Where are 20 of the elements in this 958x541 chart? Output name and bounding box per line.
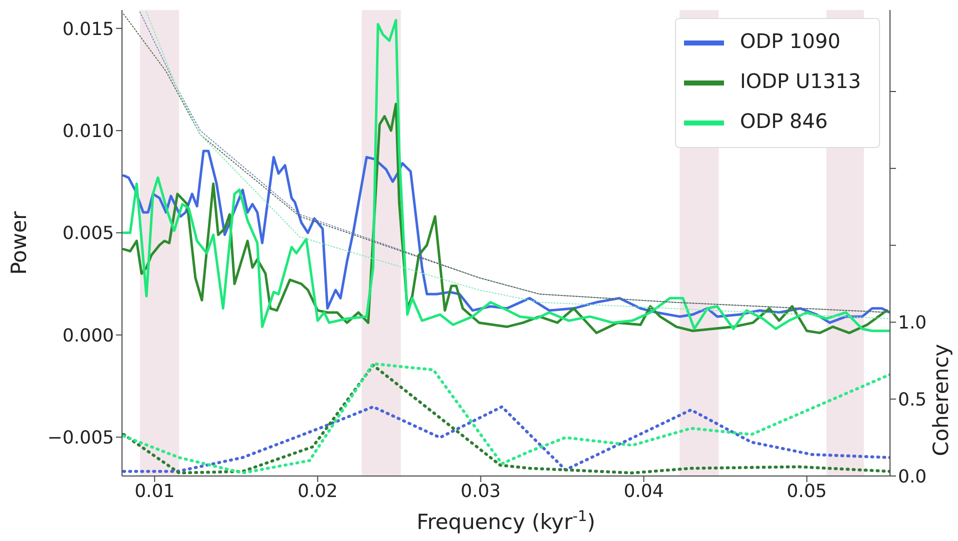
x-tick-label: 0.04 [624, 480, 664, 502]
x-tick-label: 0.05 [786, 480, 827, 502]
y-axis-title: Power [6, 210, 31, 275]
legend-label: ODP 1090 [740, 29, 840, 54]
legend-label: ODP 846 [740, 109, 828, 134]
x-axis-title: Frequency (kyr$^{-1}$) [416, 508, 596, 534]
y2-tick-label: 0.0 [898, 466, 927, 488]
legend-label: IODP U1313 [740, 69, 861, 94]
y-tick-label: −0.005 [47, 428, 114, 449]
y2-axis-title: Coherency [928, 344, 953, 456]
y-tick-label: 0.005 [62, 223, 114, 244]
x-tick-label: 0.02 [298, 480, 338, 502]
y2-tick-label: 1.0 [898, 312, 927, 334]
y-tick-label: 0.000 [62, 325, 114, 346]
x-tick-label: 0.01 [134, 480, 175, 502]
x-tick-label: 0.03 [460, 480, 501, 502]
line-series [122, 405, 890, 473]
y2-tick-label: 0.5 [898, 389, 927, 410]
y-tick-label: 0.010 [62, 120, 114, 142]
y-tick-label: 0.015 [62, 18, 114, 40]
